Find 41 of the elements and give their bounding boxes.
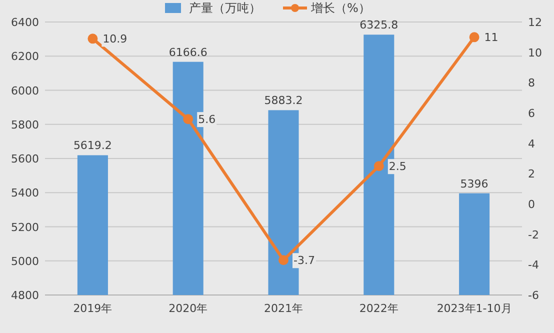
y-tick-label: 6400 (11, 16, 39, 29)
y-tick-label: 5000 (11, 254, 39, 268)
data-label: 5883.2 (264, 94, 303, 108)
y-tick-label: 5200 (11, 220, 39, 234)
legend-label: 增长（%） (310, 1, 370, 15)
point (88, 34, 98, 44)
point (183, 114, 194, 124)
data-label: -3.7 (294, 254, 315, 268)
y-tick-label: 4800 (11, 289, 39, 302)
point (278, 255, 288, 266)
y-tick-label: 6000 (11, 84, 39, 98)
y2-tick-label: 8 (528, 76, 535, 90)
y2-tick-label: -6 (528, 289, 539, 302)
data-label: 6166.6 (168, 46, 208, 59)
x-tick-label: 2021年 (264, 302, 303, 315)
x-tick-label: 2020年 (168, 302, 208, 315)
y2-tick-label: -2 (528, 228, 539, 242)
data-label: 5619.2 (73, 139, 112, 152)
y-tick-label: 5600 (11, 152, 39, 166)
y-tick-label: 5800 (11, 118, 39, 132)
y-tick-label: 5400 (11, 186, 39, 200)
x-tick-label: 2023年1-10月 (436, 302, 512, 315)
data-label: 11 (484, 31, 498, 44)
data-label: 6325.8 (360, 18, 398, 32)
y2-tick-label: 6 (528, 107, 535, 120)
data-label: 5.6 (198, 113, 216, 126)
legend-label: 产量（万吨） (189, 1, 261, 15)
y2-tick-label: 4 (528, 137, 535, 150)
y2-tick-label: 10 (528, 46, 542, 60)
point (469, 32, 480, 42)
y2-tick-label: 0 (528, 198, 535, 211)
x-tick-label: 2022年 (359, 302, 398, 315)
y2-tick-label: 2 (528, 168, 535, 181)
x-tick-label: 2019年 (73, 302, 112, 315)
y2-tick-label: 12 (528, 16, 542, 29)
data-label: 10.9 (102, 32, 128, 46)
y-tick-label: 6200 (11, 50, 39, 64)
point (374, 161, 384, 172)
y2-tick-label: -4 (528, 258, 539, 272)
data-label: 5396 (460, 177, 488, 190)
data-label: 2.5 (388, 160, 406, 174)
